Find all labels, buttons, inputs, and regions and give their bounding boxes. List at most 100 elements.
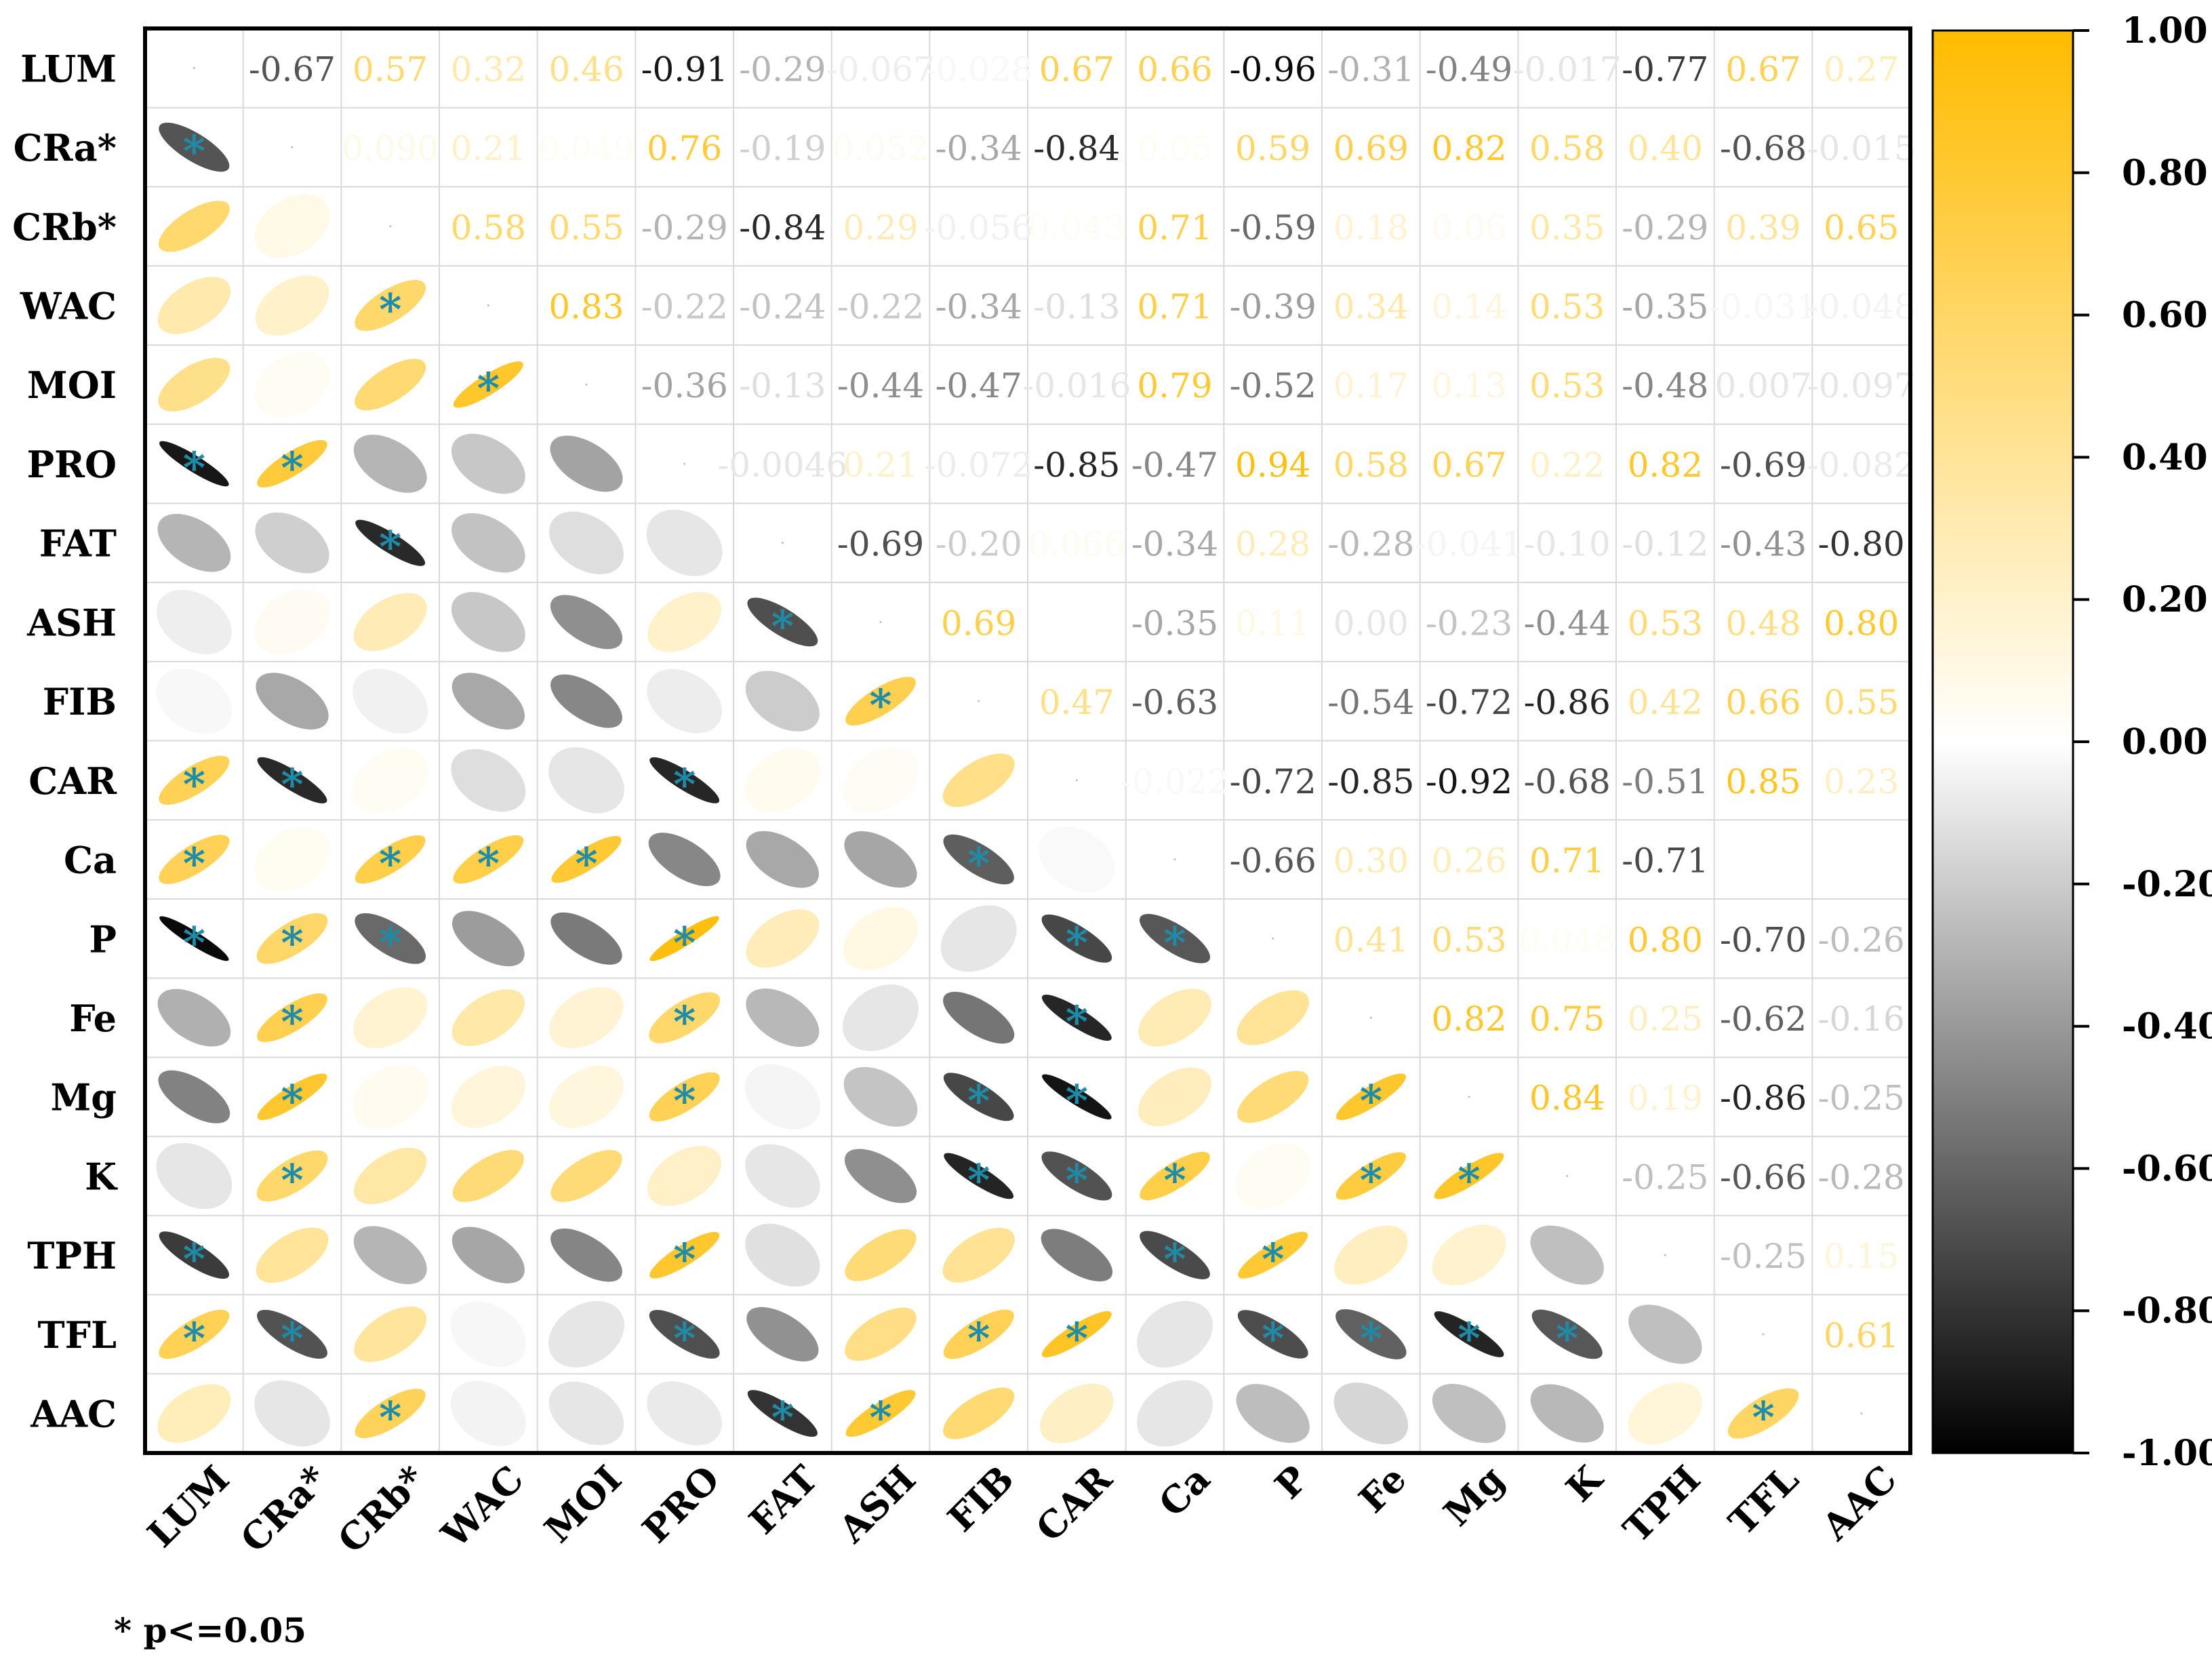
coef-label: 0.59 <box>1235 129 1310 168</box>
corr-ellipse <box>843 907 919 970</box>
diagonal-dot <box>487 304 489 307</box>
corr-ellipse <box>451 1065 526 1128</box>
coef-label: 0.42 <box>1628 683 1703 722</box>
coef-label: -0.13 <box>1033 287 1120 327</box>
corr-ellipse <box>1335 1152 1407 1200</box>
corr-ellipse <box>254 589 330 655</box>
colorbar-gradient <box>1931 29 2074 1454</box>
corr-ellipse <box>746 909 820 968</box>
coef-label: -0.35 <box>1131 603 1218 643</box>
col-label-mg: Mg <box>1435 1457 1512 1534</box>
corr-ellipse <box>747 1390 818 1437</box>
significance-star: * <box>281 917 303 968</box>
corr-ellipse <box>453 835 524 884</box>
coef-label: 0.048 <box>1519 920 1615 959</box>
corr-ellipse <box>548 1381 624 1446</box>
corr-ellipse <box>942 1227 1015 1283</box>
corr-ellipse <box>649 1309 720 1359</box>
coef-label: 0.80 <box>1824 603 1899 643</box>
significance-star: * <box>1556 1313 1578 1364</box>
col-label-ca: Ca <box>1150 1457 1218 1525</box>
coef-label: 0.052 <box>832 129 929 168</box>
corr-ellipse <box>451 513 525 573</box>
corr-ellipse <box>649 1072 720 1121</box>
colorbar-tick-label: -0.80 <box>2122 1290 2212 1332</box>
corr-ellipse <box>157 989 231 1047</box>
coef-label: -0.016 <box>1022 366 1131 405</box>
significance-star: * <box>869 1393 891 1444</box>
corr-ellipse <box>1140 1231 1210 1279</box>
corr-ellipse <box>550 1150 622 1202</box>
coef-label: 0.15 <box>1824 1237 1899 1276</box>
corr-ellipse <box>257 1309 327 1359</box>
coef-label: -0.49 <box>1426 49 1512 89</box>
corr-ellipse <box>845 1307 917 1361</box>
corr-ellipse <box>646 509 723 576</box>
corr-ellipse <box>844 1149 917 1203</box>
coef-label: 0.00 <box>1235 683 1310 722</box>
corr-ellipse <box>1235 1143 1311 1209</box>
coef-label: 0.66 <box>1725 683 1801 722</box>
colorbar-tick-label: 0.00 <box>2122 721 2208 763</box>
corr-ellipse <box>451 592 525 652</box>
coef-label: -0.86 <box>1720 1079 1807 1118</box>
coef-label: -0.29 <box>739 49 826 89</box>
colorbar-tick-label: 0.80 <box>2122 153 2208 194</box>
coef-label: 0.14 <box>1431 287 1506 327</box>
coef-label: -0.28 <box>1327 525 1414 564</box>
corr-ellipse <box>746 1307 819 1362</box>
corr-ellipse <box>746 988 820 1048</box>
coef-label: 0.55 <box>1824 683 1899 722</box>
significance-star: * <box>1360 1076 1382 1127</box>
corr-ellipse <box>1137 1300 1213 1368</box>
corr-ellipse <box>549 1065 624 1128</box>
significance-star: * <box>281 1155 303 1206</box>
corr-ellipse <box>745 671 820 732</box>
significance-star: * <box>183 126 205 177</box>
coef-label: -0.25 <box>1622 1157 1708 1197</box>
coef-label: -0.84 <box>739 208 826 247</box>
corr-ellipse <box>744 748 820 813</box>
significance-star: * <box>869 680 891 731</box>
colorbar-tick-label: 0.20 <box>2122 579 2208 620</box>
row-label-k: K <box>85 1155 118 1198</box>
coef-label: 0.80 <box>1628 920 1703 959</box>
row-label-ca: Ca <box>64 839 117 882</box>
corr-ellipse <box>550 595 623 650</box>
coef-label: -0.028 <box>925 49 1033 89</box>
corr-ellipse <box>353 747 428 813</box>
corr-ellipse <box>353 1064 428 1130</box>
coef-label: -0.71 <box>1622 841 1708 881</box>
coef-label: -0.22 <box>837 287 924 327</box>
significance-star: * <box>673 917 696 968</box>
corr-ellipse <box>944 1153 1014 1199</box>
corr-ellipse <box>353 435 427 493</box>
corr-ellipse <box>159 755 230 805</box>
col-label-tfl: TFL <box>1721 1457 1807 1544</box>
coef-label: 0.67 <box>1039 49 1114 89</box>
corr-ellipse <box>355 359 426 411</box>
col-label-car: CAR <box>1028 1456 1121 1550</box>
corr-ellipse <box>745 1144 820 1208</box>
coef-label: -0.097 <box>1807 366 1916 405</box>
corr-ellipse <box>157 513 231 572</box>
coef-label: -0.96 <box>1230 49 1316 89</box>
coef-label: 0.53 <box>1431 920 1506 959</box>
coef-label: -0.66 <box>1230 841 1316 881</box>
corr-ellipse <box>843 747 919 813</box>
diagonal-dot <box>1075 779 1078 782</box>
corr-ellipse <box>355 913 426 964</box>
row-label-tph: TPH <box>27 1234 117 1277</box>
significance-star: * <box>1066 1313 1088 1364</box>
corr-ellipse <box>1434 1153 1504 1199</box>
coef-label: 0.41 <box>1333 920 1409 959</box>
coef-label: 0.00 <box>1333 603 1409 643</box>
corr-ellipse <box>550 435 623 492</box>
corr-ellipse <box>355 835 426 884</box>
coef-label: 0.30 <box>1333 841 1409 881</box>
corr-ellipse <box>1140 1151 1210 1201</box>
coef-label: -0.13 <box>739 366 826 405</box>
corr-ellipse <box>355 279 426 332</box>
diagonal-dot <box>1173 858 1176 861</box>
corr-ellipse <box>1042 1074 1112 1120</box>
